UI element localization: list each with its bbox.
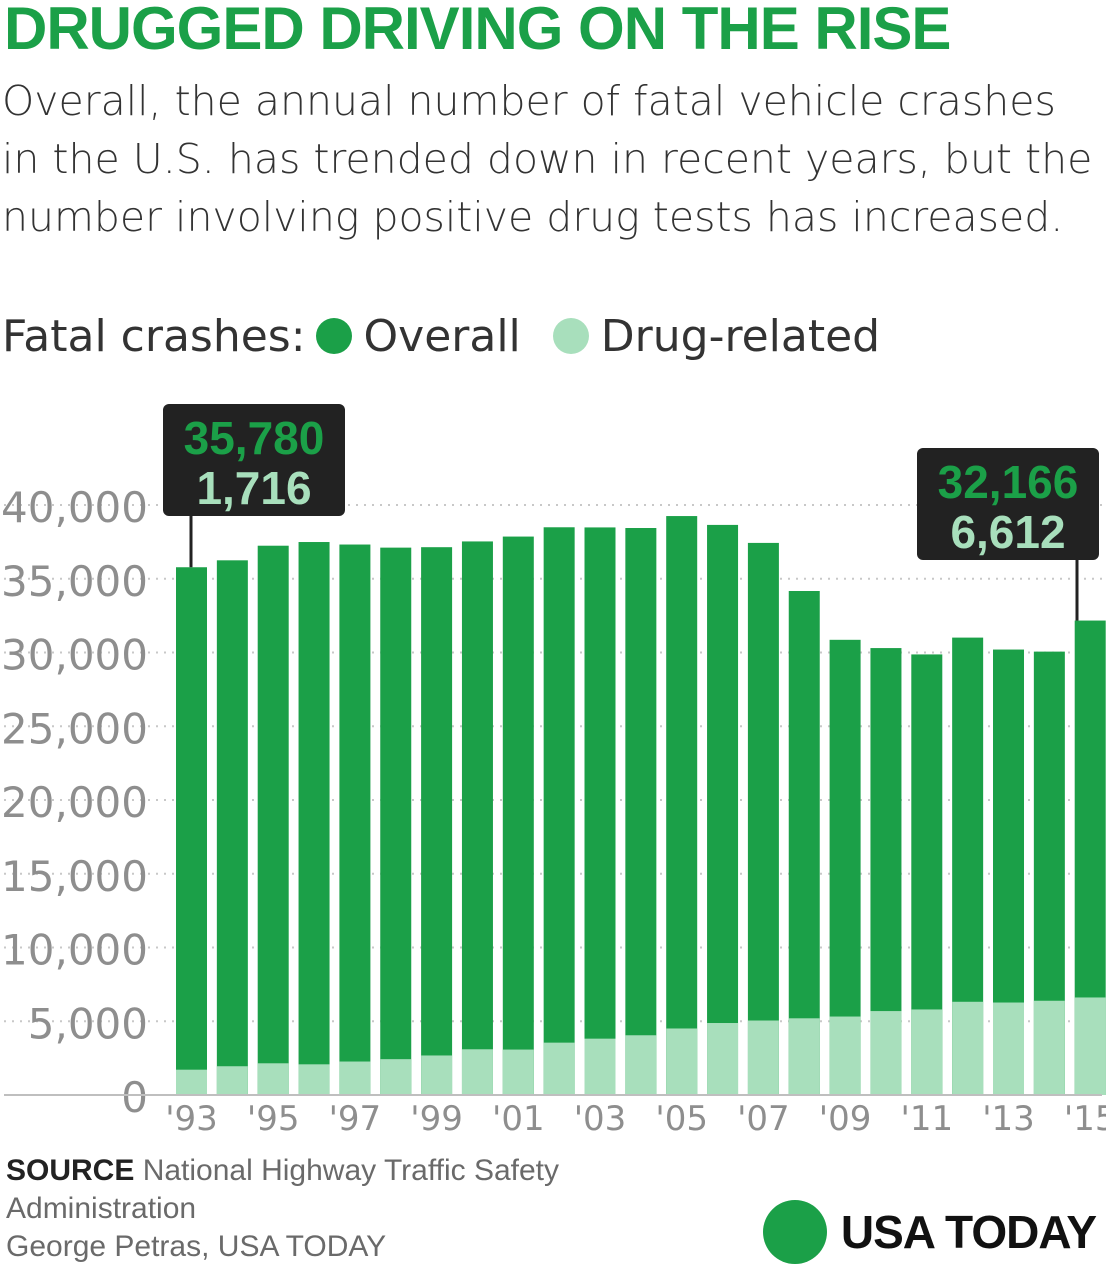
drug-bar — [584, 1038, 616, 1095]
drug-bar — [257, 1063, 289, 1095]
drug-bar — [1033, 1000, 1065, 1095]
drug-bar — [461, 1049, 493, 1095]
legend: Fatal crashes: Overall Drug-related — [2, 304, 880, 368]
y-tick-label: 40,000 — [1, 483, 148, 532]
callout-drug-value: 1,716 — [196, 462, 311, 514]
x-tick-label: '09 — [819, 1099, 872, 1139]
drug-bar — [543, 1042, 575, 1095]
credit-text: George Petras, USA TODAY — [6, 1230, 387, 1263]
source-text: National Highway Traffic Safety Administ… — [6, 1154, 560, 1225]
legend-prefix: Fatal crashes: — [2, 310, 306, 362]
overall-bar — [666, 516, 698, 1095]
y-tick-label: 15,000 — [1, 852, 148, 901]
overall-bar — [257, 545, 289, 1095]
y-tick-label: 25,000 — [1, 704, 148, 753]
overall-bar — [298, 542, 330, 1095]
overall-bar — [747, 542, 779, 1095]
legend-drug-label: Drug-related — [600, 310, 881, 362]
drug-bar — [788, 1018, 820, 1095]
callout-box — [917, 448, 1099, 560]
x-tick-label: '01 — [492, 1099, 545, 1139]
drug-bar — [216, 1066, 248, 1095]
x-tick-label: '15 — [1064, 1099, 1106, 1139]
drug-bar — [298, 1064, 330, 1095]
overall-bar — [461, 541, 493, 1095]
callout-drug-value: 6,612 — [950, 506, 1065, 558]
source-label: SOURCE — [6, 1154, 135, 1187]
overall-bar — [707, 524, 739, 1095]
callout-overall-value: 35,780 — [184, 412, 325, 464]
x-tick-label: '05 — [655, 1099, 708, 1139]
drug-bar — [952, 1001, 984, 1095]
legend-overall-label: Overall — [363, 310, 521, 362]
callout-overall-value: 32,166 — [938, 456, 1079, 508]
drug-bar — [993, 1002, 1024, 1095]
drug-bar — [911, 1009, 943, 1095]
x-tick-label: '13 — [982, 1099, 1035, 1139]
footer: SOURCE National Highway Traffic Safety A… — [6, 1152, 666, 1266]
chart-subtitle: Overall, the annual number of fatal vehi… — [2, 77, 1093, 241]
drug-bar — [380, 1059, 412, 1095]
overall-bar — [421, 547, 453, 1095]
x-tick-label: '03 — [574, 1099, 627, 1139]
x-tick-label: '97 — [329, 1099, 382, 1139]
overall-bar — [502, 536, 534, 1095]
x-tick-label: '11 — [900, 1099, 953, 1139]
drug-bar — [747, 1020, 779, 1095]
overall-bar — [380, 547, 412, 1095]
y-tick-label: 0 — [121, 1073, 148, 1122]
overall-bar — [216, 560, 248, 1095]
y-tick-label: 30,000 — [1, 631, 148, 680]
x-tick-label: '99 — [410, 1099, 463, 1139]
drug-bar — [421, 1055, 453, 1095]
legend-overall-dot-icon — [315, 318, 352, 354]
x-tick-label: '07 — [737, 1099, 790, 1139]
overall-bar — [176, 567, 207, 1095]
logo-dot-icon — [762, 1200, 827, 1264]
callout-box — [163, 404, 345, 516]
drug-bar — [502, 1049, 534, 1095]
chart-title: DRUGGED DRIVING ON THE RISE — [4, 0, 951, 62]
drug-bar — [339, 1061, 371, 1095]
y-tick-label: 5,000 — [28, 999, 148, 1048]
overall-bar — [339, 544, 371, 1095]
y-tick-label: 20,000 — [1, 778, 148, 827]
drug-bar — [176, 1069, 207, 1095]
overall-bar — [584, 527, 616, 1095]
drug-bar — [707, 1023, 739, 1095]
drug-bar — [625, 1035, 657, 1095]
usa-today-logo: USA TODAY — [762, 1200, 1097, 1264]
bar-chart: 0 5,000 10,000 15,000 20,000 25,000 30,000 35,0… — [1, 404, 1106, 1139]
overall-bar — [625, 528, 657, 1095]
logo-text: USA TODAY — [840, 1206, 1097, 1258]
legend-drug-dot-icon — [552, 318, 589, 354]
x-tick-label: '93 — [165, 1099, 218, 1139]
y-tick-label: 10,000 — [1, 926, 148, 975]
drug-bar — [829, 1016, 861, 1095]
overall-bar — [543, 527, 575, 1095]
x-tick-label: '95 — [247, 1099, 300, 1139]
y-tick-label: 35,000 — [1, 557, 148, 606]
drug-bar — [666, 1028, 698, 1095]
drug-bar — [1074, 997, 1106, 1095]
drug-bar — [870, 1011, 902, 1095]
overall-bar — [788, 590, 820, 1095]
